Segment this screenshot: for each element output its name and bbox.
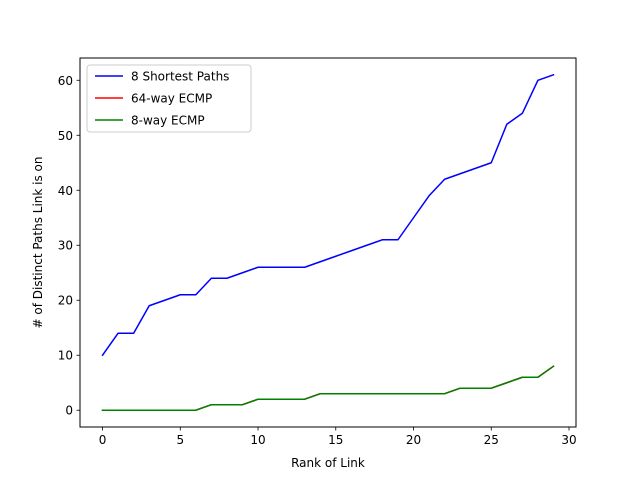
y-tick-label: 50 [58,129,73,143]
x-axis: 0 5 10 15 20 25 30 [99,427,577,447]
y-tick-label: 40 [58,184,73,198]
series-line-8-way-ecmp [101,365,555,411]
x-axis-label: Rank of Link [291,456,365,470]
legend-box [86,64,252,133]
x-tick-label: 30 [561,433,576,447]
legend-label-8-shortest-paths: 8 Shortest Paths [131,70,229,84]
x-tick-label: 20 [406,433,421,447]
x-tick-label: 25 [484,433,499,447]
x-tick-label: 10 [250,433,265,447]
y-axis-label: # of Distinct Paths Link is on [31,156,45,328]
y-tick-label: 30 [58,239,73,253]
x-tick-label: 0 [99,433,107,447]
legend-label-64-way-ecmp: 64-way ECMP [131,92,212,106]
y-tick-label: 0 [65,404,73,418]
x-tick-label: 15 [328,433,343,447]
plot-area-frame [79,57,577,428]
y-tick-label: 20 [58,294,73,308]
y-tick-label: 60 [58,74,73,88]
y-axis: 0 10 20 30 40 50 60 [58,74,80,418]
legend: 8 Shortest Paths 64-way ECMP 8-way ECMP [86,64,252,133]
x-tick-label: 5 [176,433,184,447]
y-tick-label: 10 [58,349,73,363]
series-layer [101,73,555,411]
legend-label-8-way-ecmp: 8-way ECMP [131,114,205,128]
series-line-8-shortest-paths [101,73,555,357]
